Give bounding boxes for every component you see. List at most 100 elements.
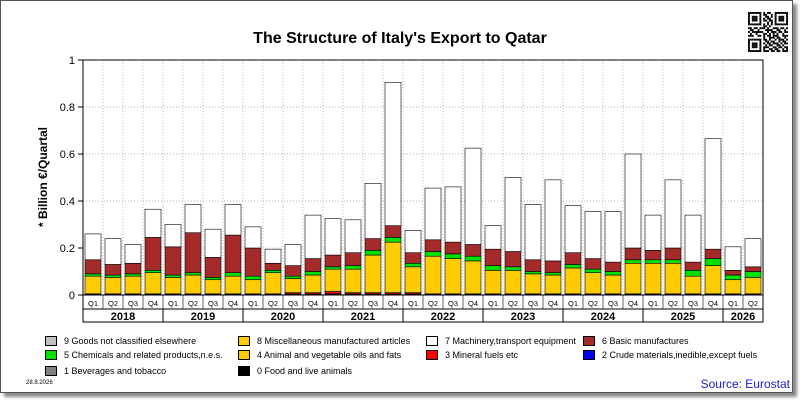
bar-segment — [124, 273, 142, 277]
bar-segment — [684, 275, 702, 295]
bar-segment — [304, 271, 322, 276]
quarter-label: Q2 — [108, 299, 118, 308]
quarter-label: Q3 — [528, 299, 538, 308]
bar-segment — [684, 214, 702, 263]
quarter-label: Q4 — [228, 299, 238, 308]
bar-segment — [704, 258, 722, 266]
legend-item: 8 Miscellaneous manufactured articles — [238, 335, 410, 347]
bar-segment — [564, 252, 582, 265]
quarter-label: Q3 — [368, 299, 378, 308]
bar-segment — [284, 278, 302, 293]
bar-segment — [544, 272, 562, 276]
bar-segment — [424, 187, 442, 241]
bar-segment — [324, 268, 342, 292]
legend-swatch — [45, 336, 57, 346]
bar-segment — [104, 264, 122, 276]
bar-segment — [744, 238, 762, 268]
bar-segment — [284, 244, 302, 266]
bar-segment — [584, 272, 602, 295]
quarter-label: Q1 — [728, 299, 738, 308]
qr-code-icon — [748, 12, 788, 52]
y-tick-label: 0 — [69, 290, 75, 302]
bar-segment — [224, 275, 242, 295]
bar-segment — [744, 266, 762, 272]
bar-segment — [524, 271, 542, 275]
bar-segment — [484, 225, 502, 250]
legend-label: 3 Mineral fuels etc — [445, 350, 519, 360]
bar-segment — [704, 248, 722, 259]
legend-item: 5 Chemicals and related products,n.e.s. — [45, 349, 223, 361]
legend-label: 0 Food and live animals — [257, 366, 353, 376]
bar-segment — [484, 270, 502, 295]
y-tick-label: 0.4 — [60, 196, 75, 208]
bar-segment — [164, 277, 182, 295]
quarter-label: Q3 — [128, 299, 138, 308]
quarter-label: Q3 — [208, 299, 218, 308]
bar-segment — [104, 277, 122, 295]
bar-segment — [304, 258, 322, 272]
y-tick-label: 0.2 — [60, 243, 75, 255]
quarter-label: Q4 — [388, 299, 398, 308]
bar-segment — [664, 179, 682, 249]
quarter-label: Q4 — [708, 299, 718, 308]
legend-item: 4 Animal and vegetable oils and fats — [238, 349, 401, 361]
legend-label: 7 Machinery,transport equipment — [445, 336, 576, 346]
legend-item: 1 Beverages and tobacco — [45, 365, 166, 377]
bar-segment — [244, 247, 262, 277]
bar-segment — [664, 247, 682, 261]
bar-segment — [424, 239, 442, 252]
bar-segment — [364, 238, 382, 251]
year-label: 2019 — [191, 311, 215, 323]
bar-segment — [644, 259, 662, 264]
bar-segment — [384, 225, 402, 238]
bar-segment — [504, 251, 522, 268]
quarter-label: Q3 — [448, 299, 458, 308]
bar-segment — [464, 260, 482, 295]
bar-segment — [364, 254, 382, 293]
quarter-label: Q1 — [568, 299, 578, 308]
bar-segment — [404, 266, 422, 293]
year-label: 2018 — [111, 311, 135, 323]
legend-swatch — [426, 336, 438, 346]
bar-segment — [724, 274, 742, 281]
bar-segment — [384, 241, 402, 293]
bar-segment — [384, 237, 402, 243]
bar-segment — [624, 247, 642, 261]
legend-swatch — [238, 336, 250, 346]
bar-segment — [444, 186, 462, 243]
bar-segment — [704, 138, 722, 250]
bar-segment — [664, 262, 682, 295]
bar-segment — [624, 259, 642, 264]
bar-segment — [304, 214, 322, 259]
bar-segment — [164, 274, 182, 278]
bar-segment — [624, 262, 642, 295]
quarter-label: Q2 — [268, 299, 278, 308]
bar-segment — [264, 272, 282, 295]
legend-label: 4 Animal and vegetable oils and fats — [257, 350, 402, 360]
bar-segment — [84, 233, 102, 261]
bar-segment — [104, 274, 122, 278]
y-tick-label: 1 — [69, 55, 75, 67]
bar-segment — [544, 260, 562, 273]
bar-segment — [524, 259, 542, 272]
legend-swatch — [583, 336, 595, 346]
legend-item: 9 Goods not classified elsewhere — [45, 335, 196, 347]
bar-segment — [544, 274, 562, 295]
bar-segment — [344, 219, 362, 254]
bar-segment — [684, 270, 702, 277]
bar-segment — [504, 266, 522, 271]
bar-segment — [144, 270, 162, 273]
legend-label: 2 Crude materials,inedible,except fuels — [602, 350, 758, 360]
bar-segment — [144, 237, 162, 271]
bar-segment — [364, 250, 382, 256]
legend-item: 6 Basic manufactures — [583, 335, 689, 347]
bar-segment — [484, 265, 502, 271]
legend-item: 0 Food and live animals — [238, 365, 352, 377]
bar-segment — [504, 177, 522, 252]
bar-segment — [204, 277, 222, 281]
quarter-label: Q1 — [88, 299, 98, 308]
quarter-label: Q2 — [748, 299, 758, 308]
year-label: 2021 — [351, 311, 375, 323]
source-label: Source: Eurostat — [700, 377, 790, 391]
bar-segment — [144, 208, 162, 238]
